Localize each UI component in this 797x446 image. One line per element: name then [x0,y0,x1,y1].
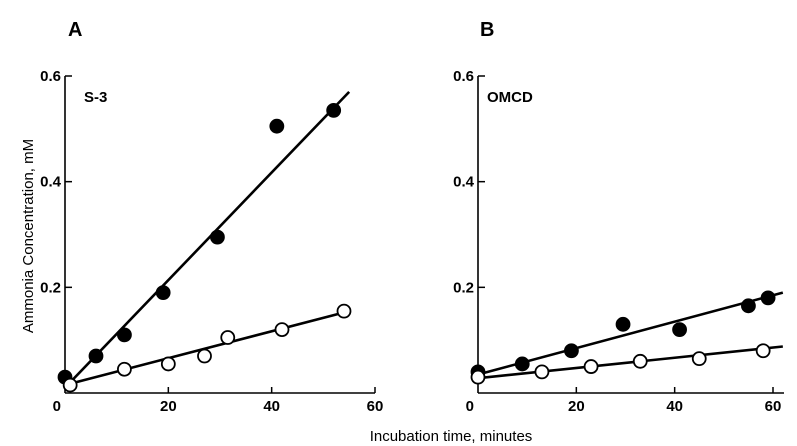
panel-a-x-tick-label: 20 [160,398,177,415]
panel-b-point-filled [564,343,579,359]
panel-a-x-tick-label: 40 [263,398,280,415]
panel-b-point-open [534,364,550,380]
panel-a-fit-line-open [64,309,350,387]
panel-b-point-open [632,353,648,369]
panel-a-plot: 0.2 0.4 0.6 0 20 40 60 [40,68,383,415]
panel-a-y-tick-label: 0.2 [40,279,61,296]
panel-b-point-filled [615,316,631,332]
panel-a-point-open [160,356,176,372]
panel-b-point-filled [741,298,756,314]
panel-b-y-tick-label: 0.4 [453,174,475,191]
x-axis-title: Incubation time, minutes [370,428,533,445]
panel-a-fit-line-filled [64,90,351,389]
panel-a-point-open [220,330,236,345]
panel-b-point-open [755,343,771,359]
panel-a-point-filled [210,229,225,245]
panel-b-point-filled [514,356,530,372]
panel-a-y-tick-label: 0.6 [40,68,61,85]
panel-b-inset-label: OMCD [487,89,533,106]
y-axis-title: Ammonia Concentration, mM [20,139,37,333]
panel-b-x-tick-label: 40 [666,398,683,415]
panel-a-point-filled [326,102,342,118]
panel-a-point-open [117,361,132,377]
panel-a-letter: A [68,19,82,41]
panel-b-x-tick-label: 0 [466,398,474,415]
panel-a-point-open [197,348,212,364]
panel-b-point-open [470,369,486,385]
panel-b-x-tick-label: 20 [568,398,585,415]
panel-b-letter: B [480,19,494,41]
panel-a-point-filled [269,118,285,134]
panel-a-point-filled [155,285,171,301]
panel-a-x-tick-label: 60 [367,398,384,415]
panel-b-point-open [691,351,707,367]
panel-a-point-filled [117,327,132,343]
panel-b-y-tick-label: 0.6 [453,68,474,85]
panel-a-point-filled [88,348,104,364]
panel-a-point-open [336,303,352,319]
panel-b-x-tick-label: 60 [765,398,782,415]
panel-a-y-tick-label: 0.4 [40,174,62,191]
panel-b-point-open [583,359,599,374]
panel-a-point-open [274,322,290,338]
panel-b-y-tick-label: 0.2 [453,279,474,296]
panel-a-point-open [62,377,78,393]
panel-a-x-tick-label: 0 [53,398,61,415]
panel-a-inset-label: S-3 [84,89,107,106]
panel-b-point-filled [760,290,776,306]
panel-b-point-filled [672,322,687,338]
panel-b-plot: 0.2 0.4 0.6 0 20 40 60 [453,68,784,415]
panel-b-fit-line-open [477,345,783,380]
